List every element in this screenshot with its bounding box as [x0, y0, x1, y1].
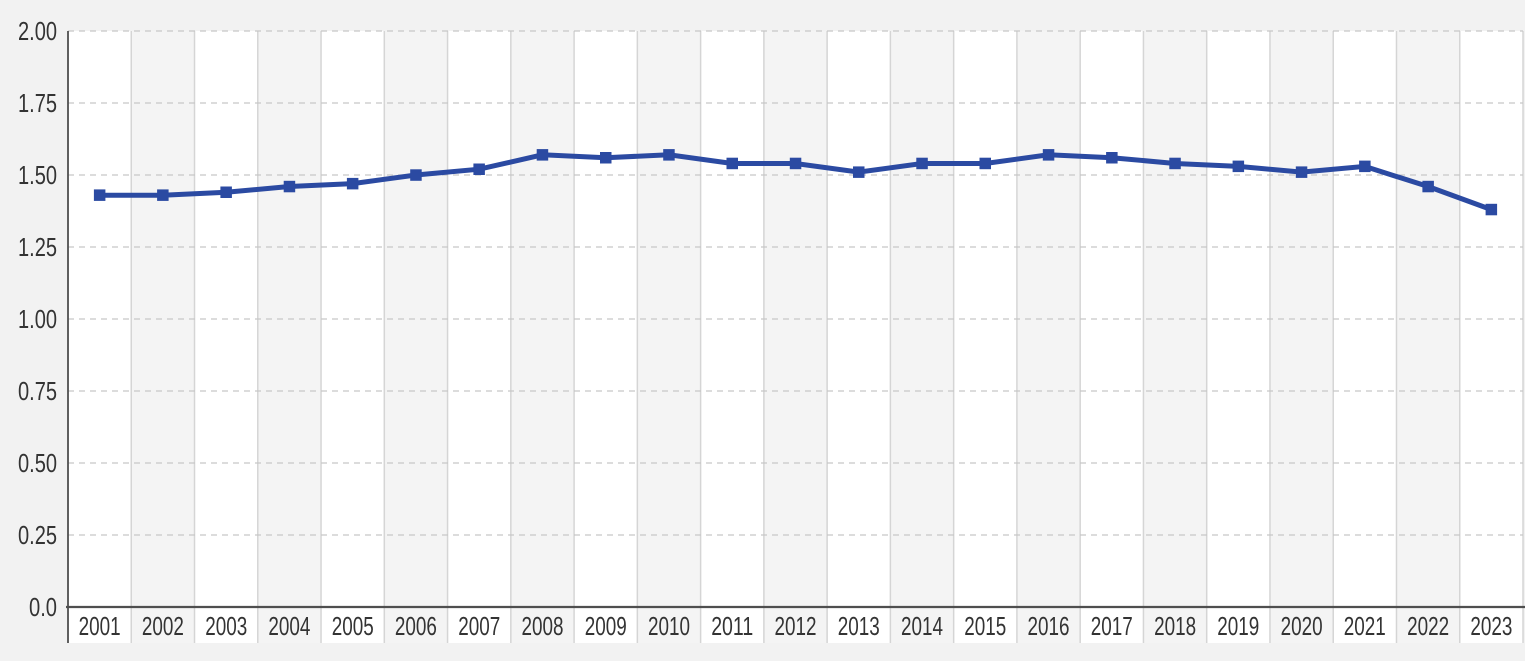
data-point-marker[interactable] — [979, 157, 992, 170]
data-point-marker[interactable] — [283, 180, 296, 193]
y-tick-label: 0.75 — [18, 376, 57, 406]
data-point-marker[interactable] — [1485, 203, 1498, 216]
year-band — [257, 31, 322, 643]
data-point-marker[interactable] — [536, 149, 549, 161]
data-point-marker[interactable] — [1359, 160, 1371, 173]
x-tick-label: 2006 — [395, 611, 437, 641]
data-point-marker[interactable] — [789, 157, 802, 170]
x-tick-label: 2021 — [1344, 611, 1386, 641]
year-band — [953, 31, 1017, 643]
x-tick-label: 2022 — [1407, 611, 1449, 641]
data-point-marker[interactable] — [853, 166, 865, 178]
year-band — [1333, 31, 1397, 643]
year-band — [68, 31, 132, 643]
x-tick-label: 2012 — [775, 611, 817, 641]
x-tick-label: 2019 — [1217, 611, 1259, 641]
data-point-marker[interactable] — [1042, 149, 1055, 161]
year-band — [1396, 31, 1460, 643]
x-tick-label: 2009 — [585, 611, 627, 641]
y-tick-label: 1.50 — [18, 160, 57, 190]
data-point-marker[interactable] — [916, 157, 928, 170]
x-tick-label: 2014 — [901, 611, 943, 641]
x-tick-label: 2011 — [711, 611, 753, 641]
data-point-marker[interactable] — [93, 189, 106, 201]
y-tick-label: 1.25 — [18, 232, 57, 262]
data-point-marker[interactable] — [1295, 166, 1308, 178]
x-tick-label: 2007 — [458, 611, 500, 641]
year-band — [447, 31, 511, 643]
y-tick-label: 0.0 — [29, 592, 57, 622]
year-band — [1459, 31, 1523, 643]
year-band — [700, 31, 764, 643]
x-tick-label: 2001 — [79, 611, 121, 641]
year-band — [321, 31, 385, 643]
year-band — [890, 31, 954, 643]
data-point-marker[interactable] — [346, 177, 359, 190]
year-band — [1016, 31, 1081, 643]
year-band — [510, 31, 575, 643]
year-band — [637, 31, 701, 643]
y-tick-label: 1.75 — [18, 88, 57, 118]
data-point-marker[interactable] — [1232, 160, 1245, 173]
x-tick-label: 2002 — [142, 611, 184, 641]
x-tick-label: 2015 — [964, 611, 1006, 641]
year-band — [194, 31, 258, 643]
data-point-marker[interactable] — [473, 163, 485, 176]
year-band — [763, 31, 828, 643]
y-tick-label: 0.50 — [18, 448, 57, 478]
data-point-marker[interactable] — [1422, 180, 1434, 193]
x-tick-label: 2013 — [838, 611, 880, 641]
year-band — [384, 31, 448, 643]
data-point-marker[interactable] — [157, 189, 169, 201]
data-point-marker[interactable] — [220, 186, 232, 199]
x-tick-label: 2017 — [1091, 611, 1133, 641]
y-tick-label: 0.25 — [18, 520, 57, 550]
data-point-marker[interactable] — [1106, 152, 1118, 164]
x-tick-label: 2020 — [1281, 611, 1323, 641]
x-tick-label: 2003 — [205, 611, 247, 641]
x-tick-label: 2008 — [522, 611, 564, 641]
x-tick-label: 2010 — [648, 611, 690, 641]
year-band — [1080, 31, 1144, 643]
y-tick-label: 2.00 — [18, 16, 57, 46]
data-point-marker[interactable] — [600, 152, 612, 164]
data-point-marker[interactable] — [663, 149, 675, 161]
year-band — [827, 31, 891, 643]
year-band — [1143, 31, 1207, 643]
year-band — [1269, 31, 1334, 643]
x-tick-label: 2023 — [1470, 611, 1512, 641]
year-band — [1206, 31, 1270, 643]
x-tick-label: 2016 — [1028, 611, 1070, 641]
data-point-marker[interactable] — [1169, 157, 1181, 170]
data-point-marker[interactable] — [726, 157, 739, 170]
x-tick-label: 2004 — [268, 611, 310, 641]
y-tick-label: 1.00 — [18, 304, 57, 334]
year-band — [131, 31, 195, 643]
year-band — [574, 31, 638, 643]
data-point-marker[interactable] — [410, 169, 422, 181]
x-tick-label: 2005 — [332, 611, 374, 641]
x-tick-label: 2018 — [1154, 611, 1196, 641]
